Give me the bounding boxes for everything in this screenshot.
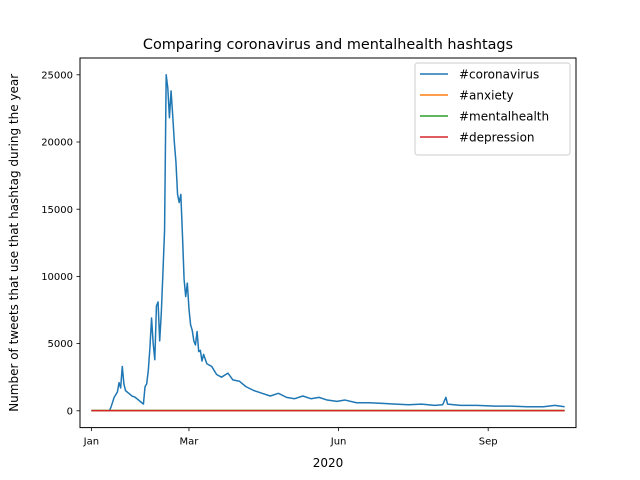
legend-label: #depression: [459, 131, 535, 145]
x-tick-label: Jun: [330, 437, 347, 448]
x-axis-label: 2020: [313, 456, 344, 470]
x-tick-label: Sep: [479, 437, 498, 448]
chart-title: Comparing coronavirus and mentalhealth h…: [143, 37, 513, 53]
y-tick-label: 25000: [41, 70, 73, 81]
y-tick-label: 15000: [41, 205, 73, 216]
axes-frame: [79, 57, 577, 429]
x-tick-label: Mar: [180, 437, 200, 448]
plot-lines: [91, 74, 565, 412]
x-axis-ticks: Jan Mar Jun Sep: [83, 427, 498, 448]
legend: #coronavirus #anxiety #mentalhealth #depres…: [414, 62, 571, 156]
y-axis-ticks: 0 5000 10000 15000 20000 25000: [41, 70, 80, 417]
legend-label: #anxiety: [459, 89, 514, 103]
y-tick-label: 0: [67, 406, 73, 417]
y-tick-label: 5000: [48, 339, 73, 350]
y-tick-label: 20000: [41, 138, 73, 149]
y-tick-label: 10000: [41, 272, 73, 283]
legend-box: [414, 62, 571, 156]
x-tick-label: Jan: [83, 437, 99, 448]
y-axis-label: Number of tweets that use that hashtag d…: [7, 74, 21, 412]
series-line-coronavirus: [91, 74, 565, 412]
legend-label: #mentalhealth: [459, 110, 549, 124]
legend-label: #coronavirus: [459, 68, 539, 82]
